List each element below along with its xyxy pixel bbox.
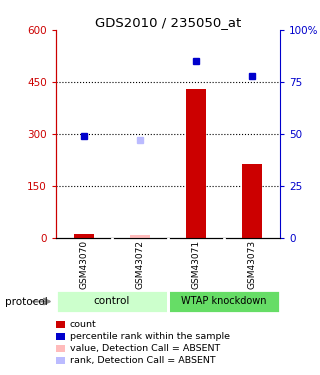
Bar [168,290,280,313]
Bar [130,236,150,238]
Text: protocol: protocol [5,297,48,307]
Text: GSM43070: GSM43070 [79,240,89,289]
Bar [56,290,168,313]
Bar [74,234,94,238]
Text: GSM43072: GSM43072 [135,240,145,289]
Text: WTAP knockdown: WTAP knockdown [181,297,267,306]
Bar [186,89,206,238]
Title: GDS2010 / 235050_at: GDS2010 / 235050_at [95,16,241,29]
Bar [242,164,262,238]
Text: count: count [70,320,97,329]
Text: rank, Detection Call = ABSENT: rank, Detection Call = ABSENT [70,356,215,365]
Text: control: control [94,297,130,306]
Text: percentile rank within the sample: percentile rank within the sample [70,332,230,341]
Text: value, Detection Call = ABSENT: value, Detection Call = ABSENT [70,344,220,353]
Text: GSM43073: GSM43073 [247,240,257,289]
Text: GSM43071: GSM43071 [191,240,201,289]
